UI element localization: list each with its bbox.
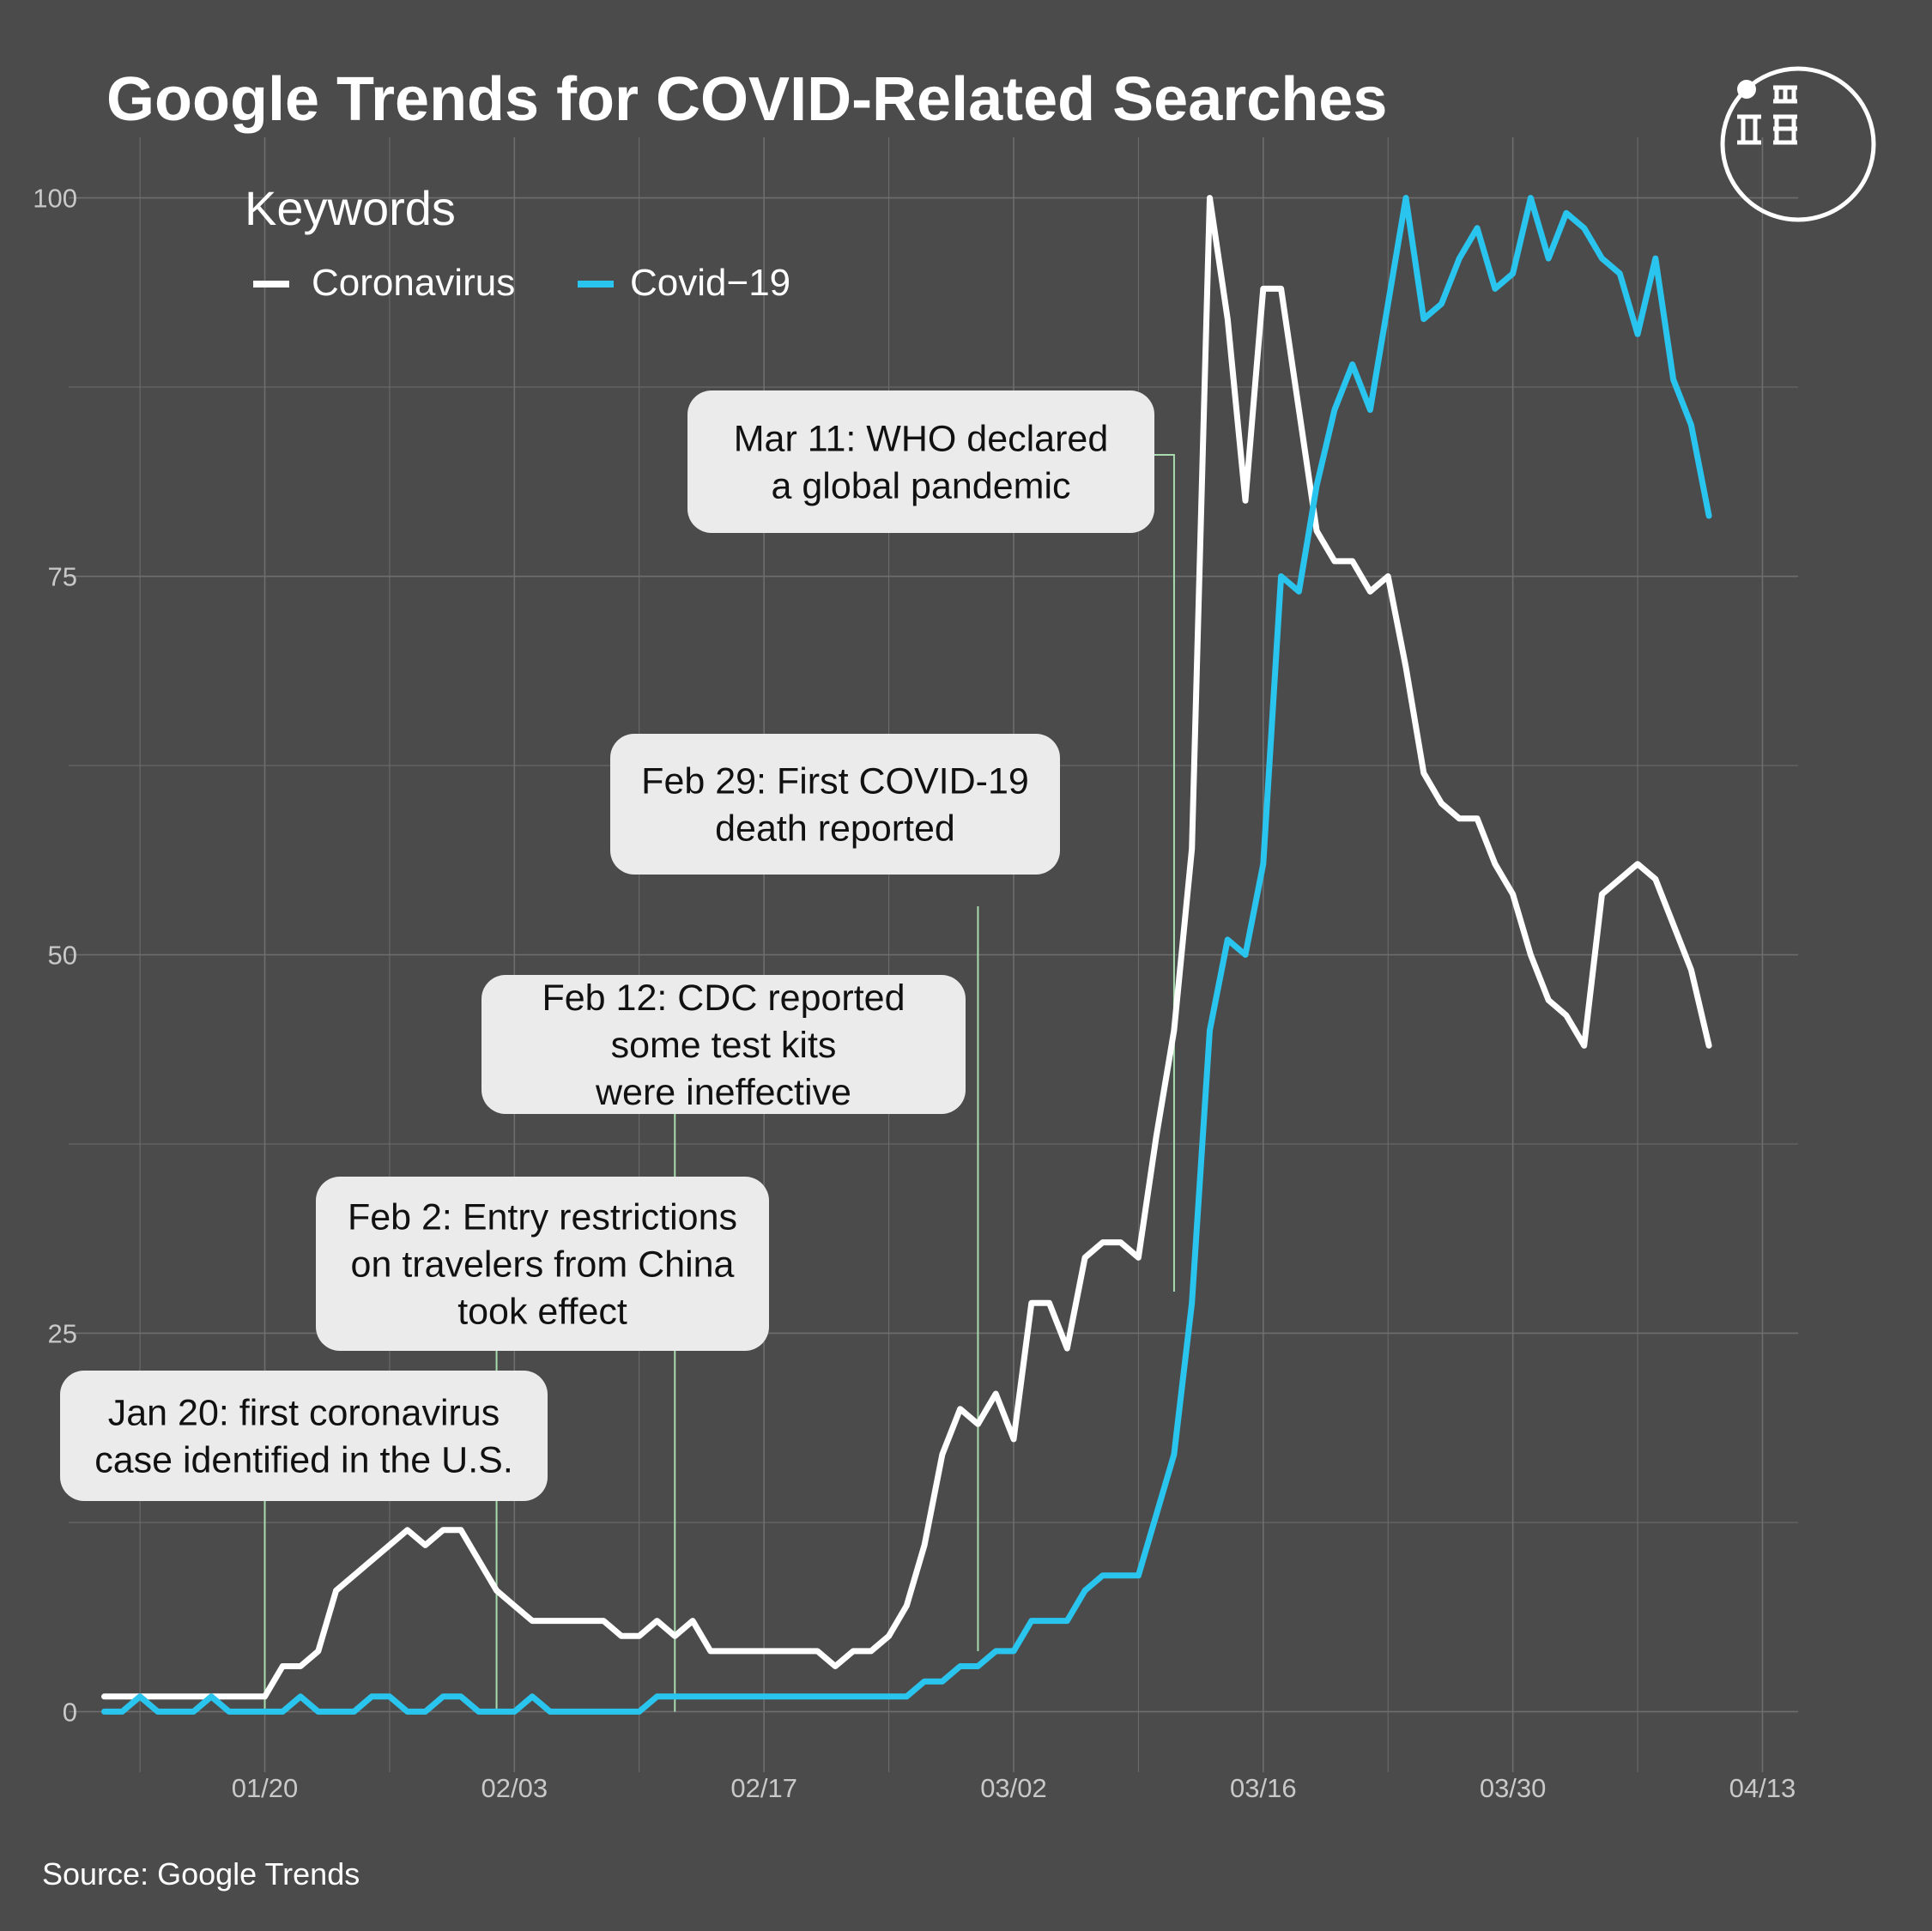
source-note: Source: Google Trends xyxy=(42,1856,360,1892)
annotation-callout: Feb 12: CDC reported some test kits were i… xyxy=(481,975,966,1114)
x-tick-label: 01/20 xyxy=(232,1773,299,1803)
annotation-leader xyxy=(1154,454,1175,1292)
y-tick-label: 25 xyxy=(48,1318,77,1348)
series-line-covid19 xyxy=(101,195,1712,1715)
y-tick-label: 75 xyxy=(48,562,77,592)
legend: Coronavirus Covid−19 xyxy=(253,262,790,304)
axis-ticks: 0 25 50 75 100 01/20 02/03 02/17 03/02 03/16 03/30… xyxy=(33,184,1796,1803)
circle-monogram-logo xyxy=(1720,66,1876,222)
y-tick-label: 100 xyxy=(33,184,77,214)
annotation-text: death reported xyxy=(715,808,955,850)
annotation-text: Mar 11: WHO declared xyxy=(734,419,1109,460)
x-tick-label: 02/17 xyxy=(730,1773,797,1803)
x-tick-label: 03/02 xyxy=(980,1773,1047,1803)
annotation-text: Feb 12: CDC reported xyxy=(542,978,905,1019)
annotation-box xyxy=(60,1371,548,1501)
legend-title: Keywords xyxy=(245,181,456,235)
annotations: Jan 20: first coronavirus case identified… xyxy=(60,390,1154,1501)
annotation-text: a global pandemic xyxy=(771,466,1070,507)
annotation-text: Feb 2: Entry restrictions xyxy=(348,1197,737,1238)
annotation-callout: Feb 2: Entry restrictions on travelers fr… xyxy=(316,1177,769,1351)
annotation-callout: Mar 11: WHO declared a global pandemic xyxy=(687,390,1154,533)
annotation-callout: Feb 29: First COVID-19 death reported xyxy=(610,734,1060,875)
y-tick-label: 0 xyxy=(63,1697,77,1727)
annotation-text: were ineffective xyxy=(595,1072,851,1113)
annotation-callout: Jan 20: first coronavirus case identified… xyxy=(60,1371,548,1501)
annotation-text: Jan 20: first coronavirus xyxy=(108,1393,500,1434)
annotation-text: Feb 29: First COVID-19 xyxy=(641,761,1029,802)
series-line-coronavirus xyxy=(101,195,1712,1700)
grid-layer xyxy=(69,137,1798,1772)
annotation-box xyxy=(687,390,1154,533)
annotation-box xyxy=(481,975,966,1114)
annotation-text: some test kits xyxy=(611,1025,837,1066)
x-tick-label: 03/16 xyxy=(1230,1773,1297,1803)
series-lines xyxy=(101,195,1712,1715)
annotation-box xyxy=(610,734,1060,875)
legend-label-covid19: Covid−19 xyxy=(630,262,790,304)
annotation-text: case identified in the U.S. xyxy=(94,1440,513,1481)
x-tick-label: 04/13 xyxy=(1729,1773,1796,1803)
legend-label-coronavirus: Coronavirus xyxy=(312,262,515,304)
annotation-box xyxy=(316,1177,769,1351)
annotation-text: on travelers from China xyxy=(351,1244,735,1286)
y-tick-label: 50 xyxy=(48,941,77,971)
x-tick-label: 02/03 xyxy=(481,1773,548,1803)
chart-title: Google Trends for COVID-Related Searches xyxy=(106,65,1387,134)
annotation-text: took effect xyxy=(457,1292,627,1333)
x-tick-label: 03/30 xyxy=(1480,1773,1547,1803)
